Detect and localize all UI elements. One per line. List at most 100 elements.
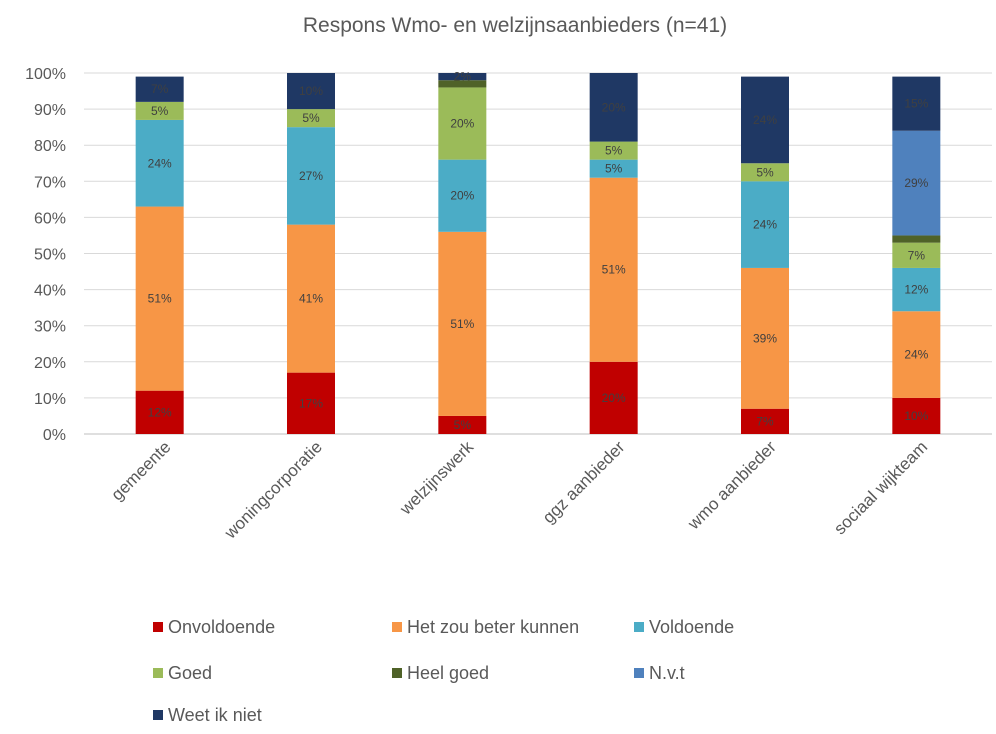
data-label: 5%: [605, 162, 623, 176]
data-label: 7%: [151, 82, 169, 96]
bar-segment: [287, 372, 335, 434]
y-tick-label: 20%: [34, 355, 66, 372]
data-label: 41%: [299, 292, 323, 306]
data-label: 5%: [302, 111, 320, 125]
y-tick-label: 50%: [34, 247, 66, 264]
bar-segment: [589, 73, 638, 142]
legend-item: Heel goed: [392, 663, 489, 683]
bar-segment: [287, 73, 335, 110]
data-label: 5%: [605, 144, 623, 158]
legend-item: Voldoende: [634, 617, 734, 637]
legend-label: Voldoende: [649, 617, 734, 637]
bar-segment: [135, 206, 184, 391]
legend-swatch: [153, 710, 163, 720]
legend-item: N.v.t: [634, 663, 685, 683]
x-tick-label: woningcorporatie: [220, 437, 326, 543]
bar-segment: [287, 127, 335, 225]
x-tick-label: sociaal wijkteam: [830, 437, 931, 538]
y-axis: 0% 10% 20% 30% 40% 50% 60% 70% 80% 90% 100%: [25, 66, 66, 444]
bar-segment: [135, 119, 184, 207]
data-label: 51%: [148, 292, 172, 306]
y-tick-label: 40%: [34, 283, 66, 300]
data-label: 17%: [299, 396, 323, 410]
legend-swatch: [153, 622, 163, 632]
data-label: 10%: [299, 84, 323, 98]
bar-segment: [741, 267, 789, 409]
legend-label: Goed: [168, 663, 212, 683]
bar-segment: [589, 141, 638, 160]
y-tick-label: 80%: [34, 138, 66, 155]
legend-label: Weet ik niet: [168, 705, 262, 725]
y-tick-label: 70%: [34, 174, 66, 191]
data-label: 10%: [904, 409, 928, 423]
y-tick-label: 0%: [43, 427, 66, 444]
y-tick-label: 100%: [25, 66, 66, 83]
data-label: 12%: [148, 405, 172, 419]
bar-segment: [589, 361, 638, 434]
bar-segment: [892, 311, 941, 398]
x-tick-label: welzijnswerk: [396, 437, 478, 519]
bar-segment: [135, 76, 184, 102]
bar-segment: [892, 235, 941, 243]
bar-segment: [287, 224, 335, 373]
bar-segment: [741, 76, 789, 164]
x-tick-label: gemeente: [108, 437, 175, 504]
legend-swatch: [634, 668, 644, 678]
bar-segment: [287, 109, 335, 128]
bar-segment: [438, 80, 487, 88]
data-label: 51%: [450, 317, 474, 331]
bar-segment: [438, 415, 487, 434]
data-label: 24%: [753, 113, 777, 127]
data-label: 15%: [904, 97, 928, 111]
bar-segment: [892, 130, 941, 236]
legend-label: N.v.t: [649, 663, 685, 683]
y-tick-label: 10%: [34, 391, 66, 408]
data-label: 7%: [756, 414, 774, 428]
bar-segment: [135, 101, 184, 120]
data-label: 24%: [904, 348, 928, 362]
legend-item: Goed: [153, 663, 212, 683]
legend-label: Onvoldoende: [168, 617, 275, 637]
legend-item: Weet ik niet: [153, 705, 262, 725]
data-label: 12%: [904, 283, 928, 297]
gridlines: [84, 72, 992, 435]
legend-swatch: [392, 668, 402, 678]
x-axis: gemeente woningcorporatie welzijnswerk ggz …: [108, 437, 932, 543]
legend-item: Het zou beter kunnen: [392, 617, 579, 637]
bar-segment: [438, 231, 487, 416]
bar-segment: [589, 159, 638, 178]
legend-item: Onvoldoende: [153, 617, 275, 637]
data-label: 2%: [454, 70, 472, 84]
y-tick-label: 30%: [34, 319, 66, 336]
data-label: 20%: [602, 100, 626, 114]
data-label: 5%: [756, 165, 774, 179]
data-label: 20%: [450, 117, 474, 131]
data-label: 5%: [151, 104, 169, 118]
y-tick-label: 60%: [34, 210, 66, 227]
bar-segment: [892, 267, 941, 312]
bar-segment: [892, 242, 941, 268]
data-label: 20%: [602, 391, 626, 405]
data-label: 7%: [908, 248, 926, 262]
data-label: 24%: [753, 218, 777, 232]
bar-segment: [741, 408, 789, 434]
data-label: 24%: [148, 156, 172, 170]
data-label: 5%: [454, 418, 472, 432]
bar-segment: [438, 87, 487, 160]
x-tick-label: wmo aanbieder: [683, 437, 780, 534]
bar-segment: [892, 397, 941, 434]
data-label: 29%: [904, 176, 928, 190]
data-label: 51%: [602, 263, 626, 277]
data-label: 20%: [450, 189, 474, 203]
bar-segment: [438, 73, 487, 81]
bar-segment: [135, 390, 184, 434]
bar-segment: [438, 159, 487, 232]
legend: Onvoldoende Het zou beter kunnen Voldoende…: [153, 617, 734, 725]
bar-segment: [892, 76, 941, 131]
chart-title: Respons Wmo- en welzijnsaanbieders (n=41…: [303, 14, 727, 37]
x-tick-label: ggz aanbieder: [539, 437, 629, 527]
data-label: 39%: [753, 331, 777, 345]
bar-segment: [741, 181, 789, 268]
legend-swatch: [634, 622, 644, 632]
